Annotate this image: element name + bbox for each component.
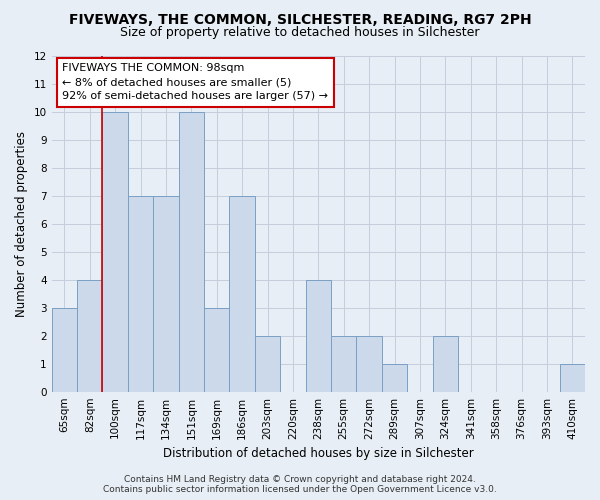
Bar <box>255 336 280 392</box>
Bar <box>52 308 77 392</box>
Y-axis label: Number of detached properties: Number of detached properties <box>15 131 28 317</box>
Bar <box>204 308 229 392</box>
Bar <box>356 336 382 392</box>
Bar <box>433 336 458 392</box>
Bar <box>153 196 179 392</box>
Bar <box>179 112 204 392</box>
Text: Contains HM Land Registry data © Crown copyright and database right 2024.
Contai: Contains HM Land Registry data © Crown c… <box>103 474 497 494</box>
Text: Size of property relative to detached houses in Silchester: Size of property relative to detached ho… <box>120 26 480 39</box>
Bar <box>382 364 407 392</box>
Bar <box>77 280 103 392</box>
Text: FIVEWAYS THE COMMON: 98sqm
← 8% of detached houses are smaller (5)
92% of semi-d: FIVEWAYS THE COMMON: 98sqm ← 8% of detac… <box>62 63 328 101</box>
Text: FIVEWAYS, THE COMMON, SILCHESTER, READING, RG7 2PH: FIVEWAYS, THE COMMON, SILCHESTER, READIN… <box>68 12 532 26</box>
Bar <box>305 280 331 392</box>
Bar <box>103 112 128 392</box>
Bar <box>331 336 356 392</box>
Bar <box>229 196 255 392</box>
X-axis label: Distribution of detached houses by size in Silchester: Distribution of detached houses by size … <box>163 447 474 460</box>
Bar <box>560 364 585 392</box>
Bar <box>128 196 153 392</box>
